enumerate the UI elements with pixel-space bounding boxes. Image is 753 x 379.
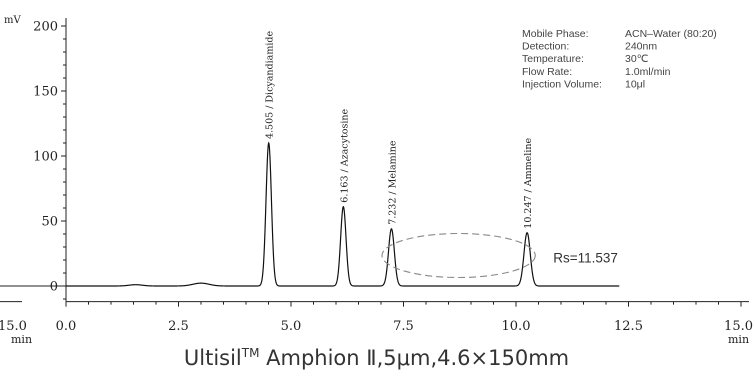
condition-key-1: Detection: xyxy=(522,41,569,53)
x-tick-label-5: 12.5 xyxy=(614,319,643,334)
condition-value-3: 1.0ml/min xyxy=(625,66,671,78)
condition-value-2: 30℃ xyxy=(625,53,649,65)
y-axis-label: mV xyxy=(4,15,21,26)
peak-label-0: 4.505 / Dicyandiamide xyxy=(265,31,276,139)
condition-key-0: Mobile Phase: xyxy=(522,28,589,40)
x-tick-label-3: 7.5 xyxy=(393,319,414,334)
chart-ticks: 0 50 100 150 200 0.0 2.5 5.0 7.5 10.0 12.5 15.0 xyxy=(33,20,753,335)
caption-prefix: Ultisil xyxy=(183,346,242,370)
y-tick-label-0: 0 xyxy=(50,280,58,295)
condition-value-0: ACN–Water (80:20) xyxy=(625,28,717,40)
peak-label-1: 6.163 / Azacytosine xyxy=(339,108,350,202)
peak-label-2: 7.232 / Melamine xyxy=(387,140,398,225)
resolution-ellipse xyxy=(381,232,536,279)
x-tick-label-4: 10.0 xyxy=(502,319,531,334)
condition-key-3: Flow Rate: xyxy=(522,66,572,78)
y-tick-label-2: 100 xyxy=(33,150,58,165)
conditions-box: Mobile Phase: ACN–Water (80:20) Detection:… xyxy=(522,28,717,90)
condition-value-4: 10μl xyxy=(625,78,645,90)
condition-value-1: 240nm xyxy=(625,41,657,53)
peak-label-3: 10.247 / Ammeline xyxy=(523,138,534,229)
condition-key-2: Temperature: xyxy=(522,53,584,65)
column-caption: UltisilTM Amphion Ⅱ,5μm,4.6×150mm xyxy=(0,346,753,376)
caption-tm: TM xyxy=(241,346,260,360)
x-axis-unit-right: min xyxy=(728,333,749,346)
caption-suffix: Amphion Ⅱ,5μm,4.6×150mm xyxy=(259,346,570,370)
chromatogram-trace xyxy=(66,141,620,287)
condition-key-4: Injection Volume: xyxy=(522,78,602,90)
y-tick-label-3: 150 xyxy=(33,85,58,100)
chromatogram-chart: 0 50 100 150 200 0.0 2.5 5.0 7.5 10.0 12.5 15.0 4.5… xyxy=(0,15,753,346)
x-tick-label-0: 0.0 xyxy=(56,319,77,334)
resolution-label: Rs=11.537 xyxy=(553,251,618,266)
truncated-tick-label: 15.0 xyxy=(0,319,27,334)
y-tick-label-1: 50 xyxy=(41,215,58,230)
y-tick-label-4: 200 xyxy=(33,20,58,35)
x-tick-label-2: 5.0 xyxy=(281,319,302,334)
x-axis-unit-left: min xyxy=(11,333,32,346)
peak-labels: 4.505 / Dicyandiamide 6.163 / Azacytosine… xyxy=(265,31,534,229)
x-tick-label-1: 2.5 xyxy=(168,319,189,334)
x-tick-label-6: 15.0 xyxy=(724,319,753,334)
